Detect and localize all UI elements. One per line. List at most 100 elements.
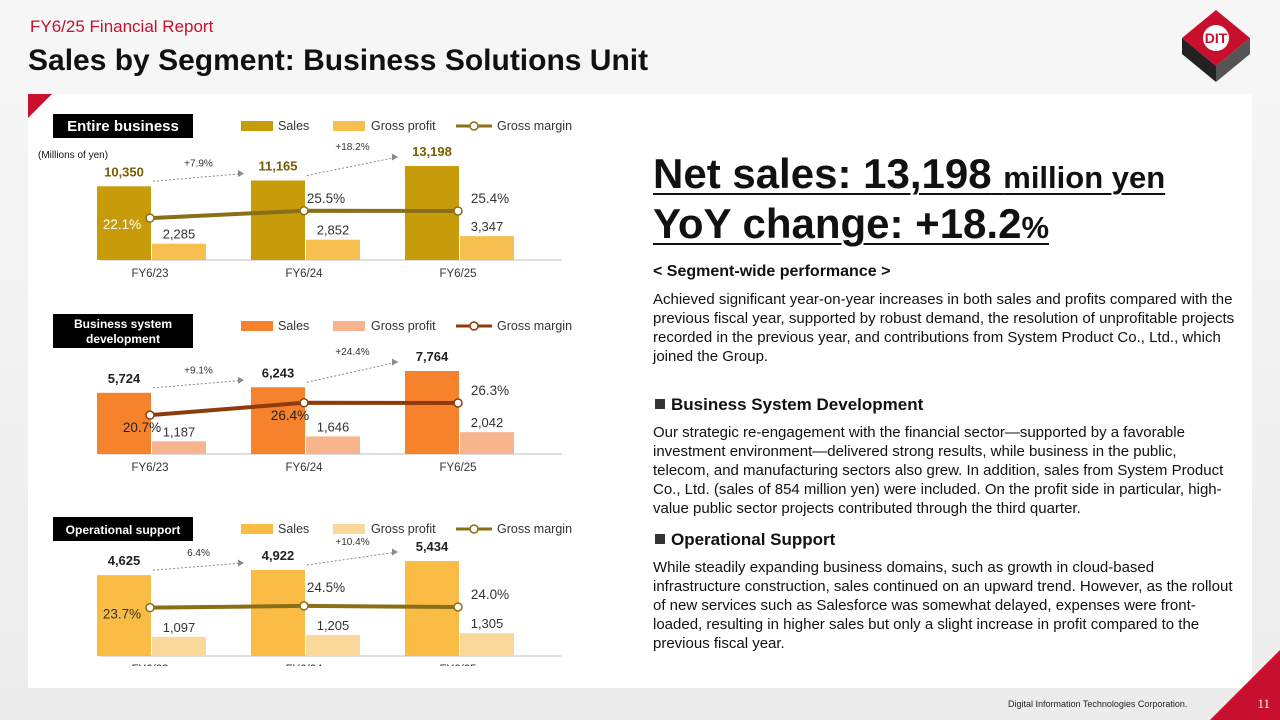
sales-bar (97, 186, 151, 260)
gross-margin-value-label: 22.1% (103, 217, 141, 232)
gross-profit-value-label: 1,205 (317, 618, 350, 633)
ops-heading: Operational Support (655, 530, 835, 550)
square-bullet-icon (655, 534, 665, 544)
legend-label-gross-margin: Gross margin (497, 119, 572, 133)
gross-profit-bar (460, 432, 514, 454)
legend-swatch-sales (241, 524, 273, 534)
net-sales-value: Net sales: 13,198 (653, 150, 992, 197)
chart-title: Entire business (67, 118, 179, 135)
category-tick-label: FY6/24 (285, 462, 323, 474)
sales-bar (405, 371, 459, 454)
ops-heading-text: Operational Support (671, 530, 836, 549)
gross-profit-bar (460, 236, 514, 260)
gross-margin-point (453, 398, 463, 408)
sales-value-label: 13,198 (412, 144, 452, 159)
sales-bar (251, 387, 305, 454)
gross-margin-value-label: 26.4% (271, 408, 309, 423)
growth-arrow (306, 361, 399, 383)
growth-arrow-head (392, 153, 398, 161)
gross-margin-value-label: 20.7% (123, 420, 161, 435)
gross-profit-value-label: 1,097 (163, 620, 196, 635)
yoy-unit: % (1021, 210, 1050, 245)
category-tick-label: FY6/25 (439, 268, 476, 280)
category-tick-label: FY6/23 (131, 664, 168, 666)
legend-label-gross-profit: Gross profit (371, 522, 436, 536)
logo-text: DIT (1205, 30, 1228, 46)
growth-arrow-head (238, 169, 244, 177)
growth-arrow (152, 562, 245, 571)
sales-value-label: 7,764 (416, 349, 449, 364)
report-subtitle: FY6/25 Financial Report (30, 17, 214, 36)
growth-rate-label: +9.1% (184, 365, 213, 376)
legend-label-gross-margin: Gross margin (497, 522, 572, 536)
legend-label-sales: Sales (278, 319, 309, 333)
sales-bar (251, 180, 305, 260)
legend-marker-gross-margin (469, 524, 479, 534)
gross-profit-bar (306, 436, 360, 454)
chart-title: development (86, 332, 160, 346)
gross-margin-point (145, 213, 155, 223)
growth-arrow (306, 156, 399, 176)
segment-wide-heading: < Segment-wide performance > (653, 263, 891, 280)
legend-marker-gross-margin (469, 121, 479, 131)
legend-swatch-sales (241, 321, 273, 331)
sales-bar (251, 569, 305, 656)
sales-value-label: 10,350 (104, 164, 144, 179)
gross-profit-value-label: 1,305 (471, 616, 504, 631)
growth-arrow (152, 172, 245, 182)
gross-margin-point (145, 410, 155, 420)
segment-charts: Entire business Sales Gross profit Gross ma… (38, 114, 572, 666)
corner-accent-top-left (28, 94, 52, 118)
chart-title-box (53, 314, 193, 348)
gross-profit-bar (460, 633, 514, 656)
sales-bar (405, 166, 459, 260)
gross-margin-value-label: 25.4% (471, 191, 509, 206)
corner-accent-bottom-right (1210, 650, 1280, 720)
yoy-headline: YoY change: +18.2% (653, 200, 1049, 248)
sales-value-label: 4,922 (262, 548, 295, 563)
gross-profit-value-label: 1,646 (317, 419, 350, 434)
sales-value-label: 11,165 (258, 158, 297, 173)
category-tick-label: FY6/23 (131, 268, 168, 280)
gross-margin-point (299, 601, 309, 611)
legend-swatch-gross-profit (333, 321, 365, 331)
legend-label-gross-profit: Gross profit (371, 119, 436, 133)
legend-label-gross-profit: Gross profit (371, 319, 436, 333)
gross-profit-value-label: 2,852 (317, 223, 350, 238)
growth-arrow-head (392, 358, 398, 366)
growth-arrow (152, 379, 245, 389)
growth-arrow-head (238, 559, 244, 567)
gross-margin-point (453, 602, 463, 612)
bsd-heading: Business System Development (655, 395, 923, 415)
gross-margin-value-label: 23.7% (103, 607, 141, 622)
chart-title: Business system (74, 317, 172, 331)
bsd-text: Our strategic re-engagement with the fin… (653, 424, 1224, 517)
page-title: Sales by Segment: Business Solutions Uni… (28, 44, 649, 77)
chart-title: Operational support (66, 523, 181, 537)
gross-profit-bar (152, 243, 206, 260)
legend-label-sales: Sales (278, 119, 309, 133)
growth-arrow-head (392, 548, 398, 556)
category-tick-label: FY6/24 (285, 268, 323, 280)
gross-margin-value-label: 24.5% (307, 580, 345, 595)
growth-rate-label: 6.4% (187, 548, 210, 559)
chart-title-box (53, 517, 193, 541)
gross-profit-value-label: 3,347 (471, 219, 504, 234)
sales-value-label: 5,434 (416, 539, 449, 554)
yoy-value: YoY change: +18.2 (653, 200, 1022, 247)
gross-profit-bar (306, 239, 360, 260)
sales-value-label: 6,243 (262, 365, 295, 380)
gross-profit-value-label: 1,187 (163, 424, 196, 439)
sales-bar (97, 392, 151, 454)
category-tick-label: FY6/23 (131, 462, 168, 474)
page-number: 11 (1257, 696, 1270, 711)
growth-rate-label: +7.9% (184, 158, 213, 169)
gross-margin-point (299, 398, 309, 408)
gross-profit-value-label: 2,285 (163, 227, 196, 242)
category-tick-label: FY6/25 (439, 664, 476, 666)
gross-margin-point (453, 206, 463, 216)
sales-value-label: 5,724 (108, 371, 141, 386)
growth-arrow-head (238, 376, 244, 384)
legend-marker-gross-margin (469, 321, 479, 331)
footer-company: Digital Information Technologies Corpora… (1008, 699, 1188, 709)
